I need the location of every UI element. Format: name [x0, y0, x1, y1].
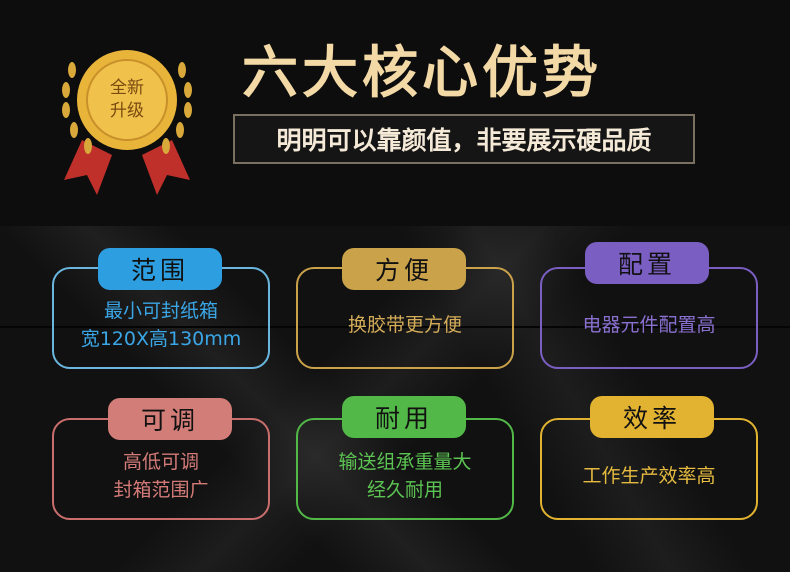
feature-text: 换胶带更方便 — [347, 314, 462, 336]
feature-tag-durable: 耐用 — [342, 396, 466, 438]
medal-icon — [62, 50, 192, 195]
divider — [0, 326, 790, 328]
badge-text: 全新升级 — [110, 78, 144, 121]
feature-tag-range: 范围 — [98, 248, 222, 290]
page-subtitle: 明明可以靠颜值，非要展示硬品质 — [233, 114, 695, 164]
feature-text: 电器元件配置高 — [582, 314, 716, 336]
feature-text: 工作生产效率高 — [582, 465, 716, 487]
feature-tag-adjustable: 可调 — [108, 398, 232, 440]
feature-text: 最小可封纸箱 — [103, 300, 218, 322]
page-title: 六大核心优势 — [242, 41, 602, 106]
feature-text: 经久耐用 — [366, 479, 443, 501]
feature-tag-efficiency: 效率 — [590, 396, 714, 438]
feature-tag-config: 配置 — [585, 242, 709, 284]
feature-card-durable: 输送组承重量大 经久耐用 — [296, 418, 514, 520]
feature-text: 输送组承重量大 — [338, 451, 472, 473]
feature-text: 高低可调 — [122, 451, 199, 473]
feature-text: 封箱范围广 — [113, 479, 209, 501]
feature-card-adjustable: 高低可调 封箱范围广 — [52, 418, 270, 520]
feature-tag-convenience: 方便 — [342, 248, 466, 290]
feature-text: 宽120X高130mm — [80, 328, 242, 350]
